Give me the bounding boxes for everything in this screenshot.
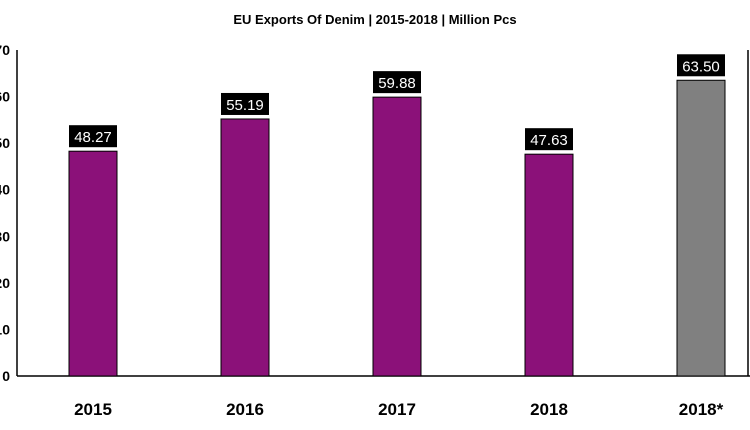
x-tick-label: 2015 bbox=[74, 400, 112, 419]
x-tick-label: 2018 bbox=[530, 400, 568, 419]
data-label: 63.50 bbox=[682, 58, 720, 75]
data-label-bg bbox=[221, 92, 269, 115]
y-tick-label: 20 bbox=[0, 275, 10, 291]
y-tick-label: 50 bbox=[0, 135, 10, 151]
x-tick-label: 2018* bbox=[679, 400, 724, 419]
data-label: 55.19 bbox=[226, 97, 264, 114]
y-tick-label: 0 bbox=[2, 368, 10, 384]
data-label-bg bbox=[69, 125, 117, 148]
data-label-bg bbox=[525, 128, 573, 151]
bar-2017 bbox=[372, 96, 422, 377]
x-tick-label: 2016 bbox=[226, 400, 264, 419]
data-label-bg bbox=[677, 54, 725, 77]
bar-2015 bbox=[68, 150, 118, 377]
bar-2016 bbox=[220, 118, 270, 377]
x-tick-label: 2017 bbox=[378, 400, 416, 419]
y-tick-label: 30 bbox=[0, 228, 10, 244]
data-label: 48.27 bbox=[74, 129, 112, 146]
data-label-bg bbox=[373, 71, 421, 94]
data-label: 47.63 bbox=[530, 132, 568, 149]
y-tick-label: 70 bbox=[0, 42, 10, 58]
bar-2018 bbox=[524, 153, 574, 377]
data-label: 59.88 bbox=[378, 75, 416, 92]
chart-title: EU Exports Of Denim | 2015-2018 | Millio… bbox=[233, 12, 517, 27]
y-tick-label: 40 bbox=[0, 182, 10, 198]
bar-2018* bbox=[676, 79, 726, 377]
y-tick-label: 10 bbox=[0, 321, 10, 337]
y-tick-label: 60 bbox=[0, 89, 10, 105]
